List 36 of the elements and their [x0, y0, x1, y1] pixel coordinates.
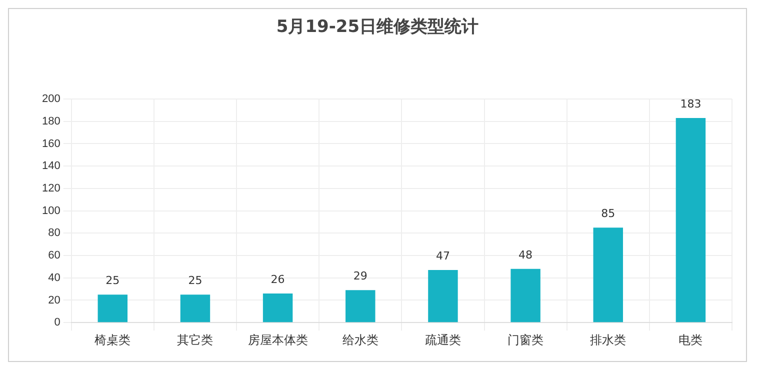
y-tick-label: 0	[54, 316, 60, 329]
x-tick-label: 疏通类	[424, 333, 461, 348]
bar	[262, 294, 293, 322]
data-label: 25	[106, 274, 120, 288]
y-tick-label: 120	[42, 182, 60, 194]
data-label: 48	[518, 248, 533, 262]
y-tick-label: 200	[42, 93, 60, 106]
data-label: 26	[270, 272, 285, 286]
x-tick-label: 其它类	[177, 333, 214, 348]
bar	[510, 268, 540, 322]
data-label: 25	[188, 274, 202, 288]
bar	[346, 290, 376, 322]
x-tick-label: 椅桌类	[94, 333, 131, 348]
y-tick-label: 100	[42, 204, 60, 217]
x-tick-label: 给水类	[342, 333, 378, 348]
bar	[593, 228, 623, 322]
data-label: 85	[601, 206, 616, 220]
data-label: 183	[680, 97, 702, 110]
y-tick-label: 140	[42, 160, 60, 172]
chart-title: 5月19-25日维修类型统计	[275, 16, 480, 38]
x-tick-label: 门窗类	[508, 333, 544, 348]
y-tick-label: 40	[48, 272, 60, 284]
y-tick-label: 160	[42, 138, 60, 150]
bar	[180, 294, 210, 322]
data-label: 29	[353, 270, 368, 283]
bar	[676, 118, 706, 322]
data-label: 47	[436, 249, 450, 262]
x-tick-label: 房屋本体类	[248, 333, 308, 348]
y-tick-label: 20	[48, 294, 60, 306]
y-tick-label: 180	[42, 115, 60, 128]
x-tick-label: 电类	[678, 333, 703, 348]
y-tick-label: 60	[48, 250, 60, 262]
x-tick-label: 排水类	[590, 333, 626, 348]
bar	[98, 294, 128, 322]
y-tick-label: 80	[48, 227, 60, 240]
bar	[428, 270, 458, 322]
